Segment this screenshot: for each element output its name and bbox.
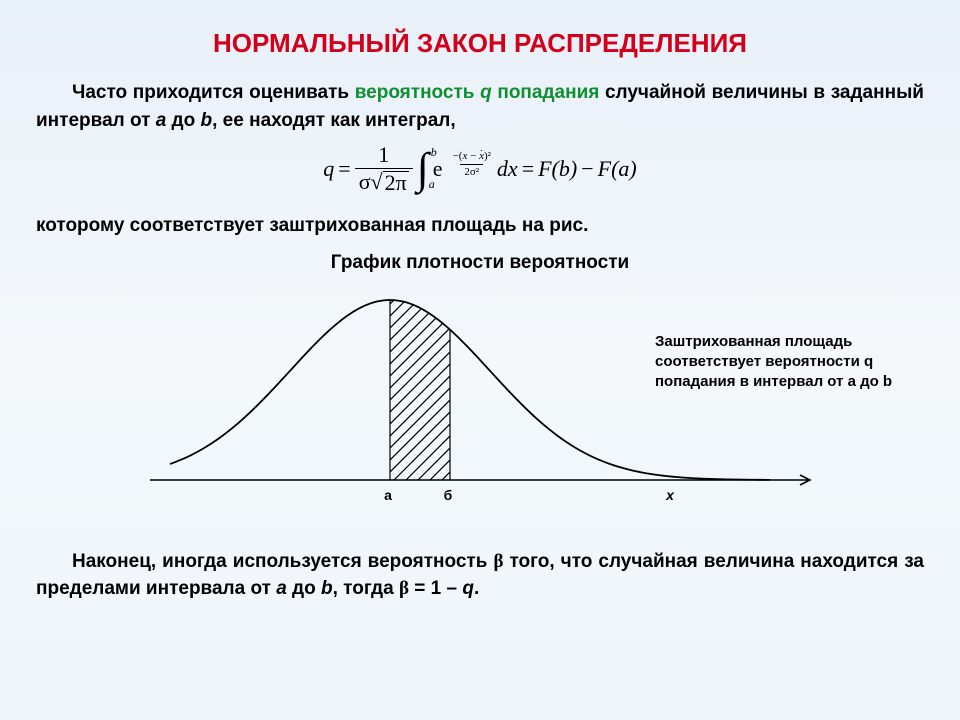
fm-eq2: = — [522, 156, 534, 182]
fm-int-a: a — [429, 180, 435, 188]
fm-dx: dx — [497, 156, 518, 182]
highlight-probability: вероятность — [355, 82, 475, 103]
fm-fa: F(a) — [598, 156, 637, 182]
fm-twopi: 2π — [383, 171, 409, 194]
fm-int-sym: ∫ — [417, 154, 429, 185]
para-area: которому соответствует заштрихованная пл… — [36, 212, 924, 240]
highlight-hit: попадания — [492, 82, 600, 103]
fm-sqrt: √ — [371, 171, 383, 193]
chart-annotation: Заштрихованная площадь соответствует вер… — [655, 332, 935, 393]
density-chart: абx — [130, 280, 830, 520]
ital-b: b — [201, 110, 213, 131]
highlight-q: q — [480, 82, 492, 103]
chart-title: График плотности вероятности — [36, 252, 924, 274]
svg-text:а: а — [384, 487, 392, 503]
final-paragraph: Наконец, иногда используется вероятность… — [36, 548, 924, 603]
text-a: Часто приходится оценивать — [72, 82, 355, 103]
fm-minus: − — [581, 156, 593, 182]
fm-integral: b ∫ a — [417, 154, 429, 185]
text-d: , ее находят как интеграл, — [212, 110, 456, 131]
p3-i2: b — [321, 578, 333, 599]
page-title: НОРМАЛЬНЫЙ ЗАКОН РАСПРЕДЕЛЕНИЯ — [36, 28, 924, 59]
p3-i1: a — [276, 578, 287, 599]
ital-a: a — [156, 110, 167, 131]
p3-beta1: β — [493, 551, 503, 572]
fm-frac1: 1 σ√2π — [355, 144, 413, 194]
formula-block: q = 1 σ√2π b ∫ a e −(x − x)² 2σ² — [36, 144, 924, 194]
fm-fb: F(b) — [538, 156, 577, 182]
p3-e: = 1 – — [409, 578, 462, 599]
fm-sigma: σ — [359, 169, 371, 194]
fm-int-b: b — [431, 148, 437, 156]
fm-exp: −(x − x)² 2σ² — [447, 155, 493, 184]
p3-c: до — [287, 578, 321, 599]
svg-text:x: x — [665, 487, 675, 503]
fm-eq1: = — [338, 156, 350, 182]
intro-paragraph: Часто приходится оценивать вероятность q… — [36, 79, 924, 134]
fm-q: q — [323, 156, 334, 182]
fm-one: 1 — [374, 144, 393, 168]
p3-d: , тогда — [333, 578, 399, 599]
p3-a: Наконец, иногда используется вероятность — [72, 551, 493, 572]
chart-zone: абx Заштрихованная площадь соответствует… — [130, 280, 830, 540]
p3-q: q — [462, 578, 474, 599]
p3-beta2: β — [399, 578, 409, 599]
text-c: до — [166, 110, 200, 131]
svg-text:б: б — [444, 487, 453, 503]
p3-f: . — [474, 578, 479, 599]
